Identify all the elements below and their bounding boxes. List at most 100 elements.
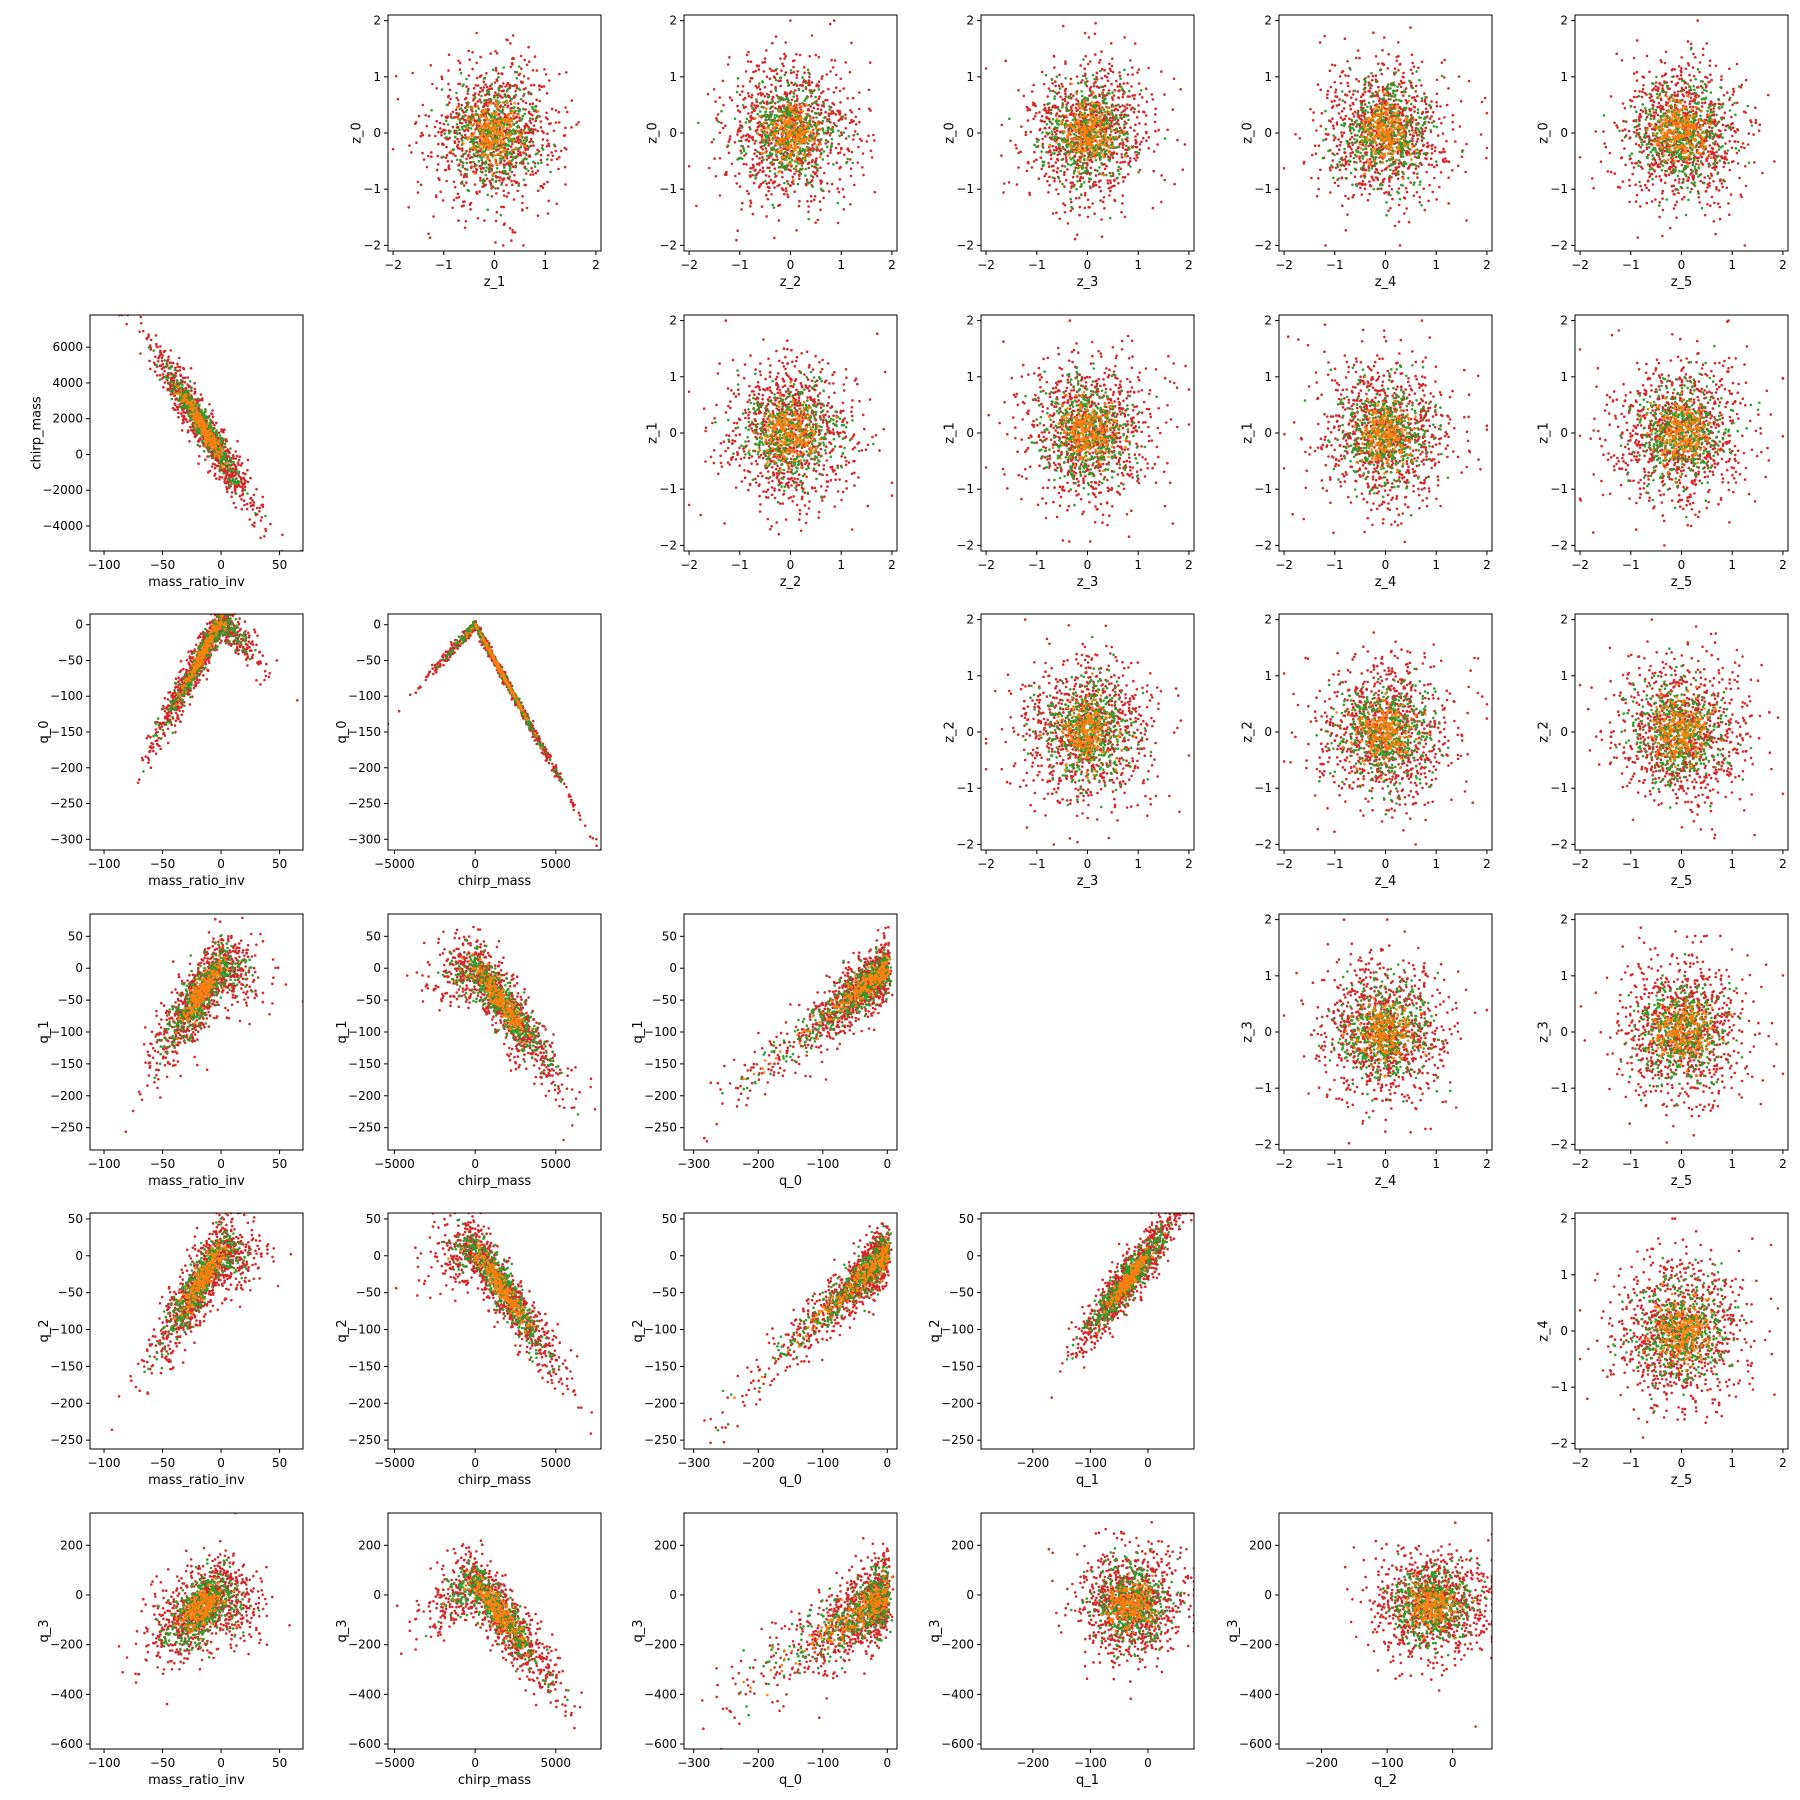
scatter-point bbox=[482, 154, 486, 158]
scatter-point bbox=[1057, 119, 1061, 123]
scatter-point bbox=[509, 97, 512, 100]
scatter-point bbox=[462, 111, 466, 114]
scatter-point bbox=[1362, 161, 1366, 164]
scatter-point bbox=[1102, 196, 1106, 199]
scatter-point bbox=[1310, 176, 1313, 180]
scatter-point bbox=[501, 101, 505, 104]
scatter-point bbox=[1085, 108, 1088, 112]
scatter-point bbox=[738, 120, 742, 123]
scatter-point bbox=[524, 108, 527, 111]
scatter-point bbox=[1093, 212, 1096, 215]
scatter-point bbox=[1050, 130, 1054, 133]
scatter-point bbox=[1118, 126, 1122, 130]
scatter-point bbox=[1083, 103, 1086, 106]
scatter-point bbox=[837, 129, 840, 132]
scatter-point bbox=[438, 178, 441, 182]
scatter-point bbox=[710, 140, 714, 144]
scatter-point bbox=[509, 166, 512, 170]
scatter-point bbox=[1045, 151, 1048, 154]
scatter-point bbox=[490, 98, 493, 101]
scatter-point bbox=[779, 57, 782, 60]
scatter-point bbox=[487, 156, 490, 160]
scatter-point bbox=[1107, 145, 1110, 149]
scatter-point bbox=[575, 123, 578, 126]
scatter-point bbox=[534, 171, 538, 175]
scatter-point bbox=[795, 110, 798, 113]
scatter-point bbox=[1133, 107, 1136, 111]
scatter-point bbox=[524, 144, 527, 148]
scatter-point bbox=[1094, 80, 1097, 84]
scatter-point bbox=[1049, 112, 1053, 116]
scatter-point bbox=[496, 175, 500, 179]
scatter-point bbox=[1053, 130, 1057, 134]
scatter-point bbox=[847, 149, 851, 153]
scatter-point bbox=[1355, 125, 1358, 128]
scatter-point bbox=[834, 73, 838, 77]
scatter-point bbox=[765, 139, 768, 142]
scatter-point bbox=[743, 154, 746, 157]
scatter-point bbox=[481, 143, 485, 147]
scatter-point bbox=[495, 167, 499, 170]
scatter-point bbox=[1414, 131, 1418, 135]
scatter-point bbox=[816, 169, 819, 172]
scatter-point bbox=[1098, 130, 1102, 133]
scatter-point bbox=[525, 167, 528, 171]
scatter-point bbox=[1074, 166, 1077, 169]
scatter-point bbox=[1348, 90, 1351, 93]
scatter-point bbox=[1090, 93, 1093, 97]
scatter-point bbox=[817, 88, 820, 91]
scatter-point bbox=[830, 144, 833, 147]
scatter-point bbox=[419, 134, 423, 138]
scatter-point bbox=[536, 109, 540, 113]
scatter-point bbox=[1051, 89, 1055, 93]
scatter-point bbox=[515, 84, 518, 87]
scatter-point bbox=[488, 87, 491, 91]
scatter-point bbox=[784, 141, 788, 145]
scatter-point bbox=[798, 177, 801, 181]
scatter-point bbox=[824, 131, 828, 134]
scatter-point bbox=[799, 109, 802, 113]
scatter-point bbox=[1108, 67, 1112, 71]
scatter-point bbox=[506, 126, 509, 129]
scatter-point bbox=[430, 109, 433, 112]
scatter-point bbox=[1380, 72, 1383, 76]
scatter-point bbox=[819, 142, 822, 146]
scatter-point bbox=[473, 172, 476, 175]
y-tick-label: 2 bbox=[373, 14, 381, 28]
scatter-point bbox=[867, 88, 871, 92]
scatter-point bbox=[1309, 107, 1312, 111]
scatter-point bbox=[1125, 114, 1128, 117]
scatter-point bbox=[1404, 87, 1408, 90]
scatter-point bbox=[763, 86, 767, 89]
scatter-point bbox=[484, 169, 488, 173]
scatter-point bbox=[747, 192, 750, 195]
scatter-point bbox=[1035, 111, 1038, 115]
scatter-point bbox=[1094, 168, 1097, 172]
scatter-point bbox=[1121, 146, 1125, 150]
scatter-point bbox=[804, 167, 808, 171]
scatter-point bbox=[794, 117, 797, 121]
scatter-point bbox=[436, 154, 440, 158]
scatter-point bbox=[748, 80, 752, 83]
scatter-point bbox=[1054, 145, 1058, 149]
scatter-point bbox=[1439, 171, 1443, 174]
scatter-point bbox=[1071, 103, 1075, 107]
scatter-point bbox=[491, 68, 495, 72]
scatter-point bbox=[1119, 161, 1122, 164]
scatter-point bbox=[466, 105, 470, 108]
scatter-point bbox=[1082, 125, 1085, 129]
scatter-point bbox=[761, 148, 764, 151]
y-tick-label: −1 bbox=[956, 182, 974, 196]
scatter-point bbox=[786, 146, 790, 150]
scatter-point bbox=[774, 153, 778, 156]
scatter-point bbox=[1395, 59, 1398, 63]
scatter-point bbox=[439, 190, 443, 194]
scatter-point bbox=[758, 115, 761, 118]
scatter-point bbox=[817, 80, 821, 83]
scatter-point bbox=[1069, 143, 1072, 146]
x-tick-label: −2 bbox=[384, 258, 402, 272]
scatter-point bbox=[1433, 165, 1436, 169]
scatter-point bbox=[495, 106, 499, 110]
scatter-point bbox=[838, 89, 842, 93]
